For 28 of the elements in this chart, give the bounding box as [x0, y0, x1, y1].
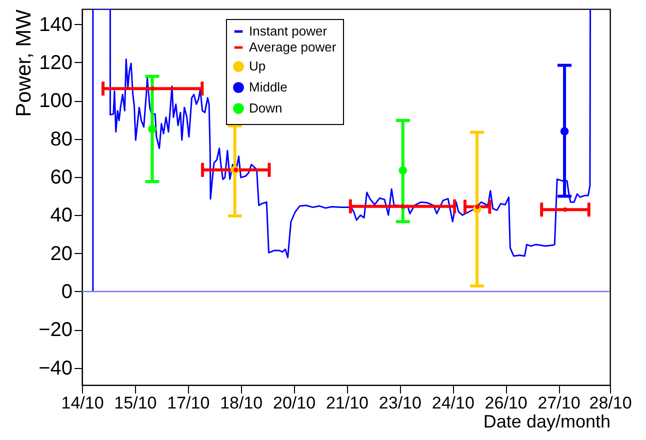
y-tick-label: 0: [61, 280, 72, 303]
legend-label: Instant power: [249, 24, 328, 38]
y-axis-title: Power, MW: [12, 9, 36, 117]
legend-label: Average power: [249, 40, 337, 54]
y-tick-label: 60: [50, 166, 72, 188]
legend-label: Middle: [249, 80, 288, 94]
y-tick-label: 100: [39, 90, 72, 112]
y-tick-label: 40: [50, 204, 72, 227]
y-tick-label: 140: [39, 14, 72, 36]
x-tick-label: 15/10: [114, 394, 157, 412]
x-tick-label: 21/10: [326, 394, 369, 412]
legend-label: Down: [249, 100, 282, 116]
x-tick-label: 18/10: [220, 394, 263, 412]
x-tick-label: 28/10: [589, 394, 632, 412]
y-tick-label: −40: [38, 357, 72, 380]
y-tick-label: −20: [38, 319, 72, 342]
legend-label: Up: [249, 58, 266, 74]
x-tick-label: 14/10: [61, 394, 104, 412]
y-tick-label: 80: [50, 128, 72, 150]
x-axis-title: Date day/month: [483, 412, 610, 432]
x-tick-label: 27/10: [538, 394, 580, 412]
x-tick-label: 20/10: [273, 394, 316, 412]
y-tick-label: 20: [50, 242, 72, 265]
x-tick-label: 23/10: [378, 394, 422, 412]
y-tick-label: 120: [39, 52, 72, 74]
x-tick-label: 24/10: [432, 394, 474, 412]
x-tick-label: 26/10: [484, 394, 528, 412]
x-tick-label: 17/10: [167, 394, 210, 412]
